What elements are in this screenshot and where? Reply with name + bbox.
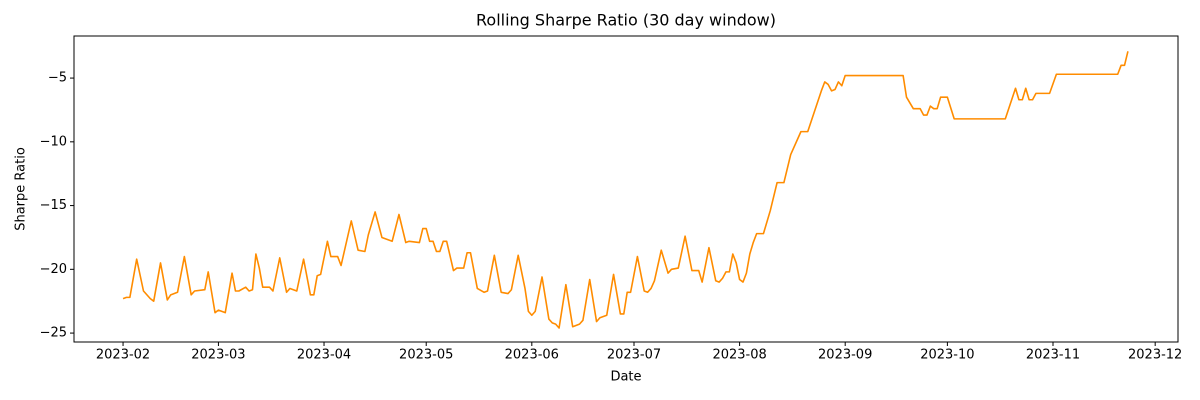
y-tick-label: −10 [40,134,67,149]
x-tick-label: 2023-06 [505,348,559,363]
x-tick-label: 2023-07 [607,348,661,363]
x-tick-label: 2023-02 [96,348,150,363]
line [122,51,1129,329]
chart-title: Rolling Sharpe Ratio (30 day window) [476,11,776,30]
y-axis-label: Sharpe Ratio [14,147,29,231]
x-axis-label: Date [610,370,641,385]
x-tick-label: 2023-09 [818,348,872,363]
y-tick-label: −25 [40,326,67,341]
x-tick-label: 2023-10 [920,348,974,363]
y-tick-label: −15 [40,198,67,213]
x-tick-label: 2023-11 [1026,348,1080,363]
x-tick-label: 2023-03 [191,348,245,363]
x-tick-label: 2023-12 [1128,348,1182,363]
plot-frame [73,35,1179,343]
y-tick-label: −5 [48,71,67,86]
x-tick-label: 2023-08 [712,348,766,363]
x-tick-label: 2023-05 [399,348,453,363]
x-tick-label: 2023-04 [297,348,351,363]
y-tick-label: −20 [40,262,67,277]
